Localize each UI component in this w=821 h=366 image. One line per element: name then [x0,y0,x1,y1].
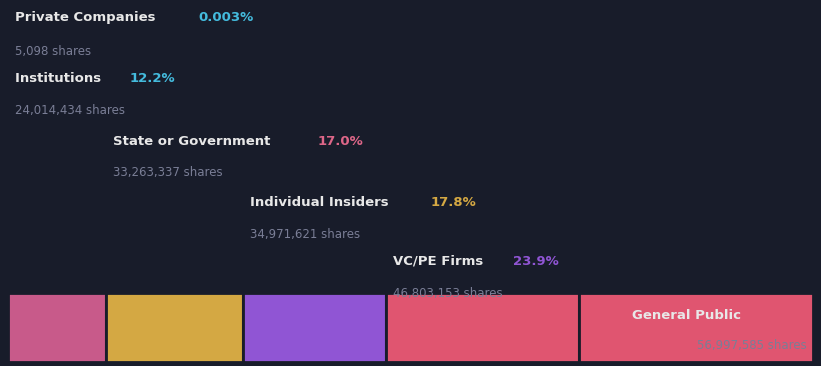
Text: General Public: General Public [632,309,745,322]
FancyBboxPatch shape [107,294,243,362]
FancyBboxPatch shape [387,294,579,362]
FancyBboxPatch shape [243,294,387,362]
Text: 12.2%: 12.2% [130,72,175,85]
FancyBboxPatch shape [8,294,107,362]
Text: Private Companies: Private Companies [15,11,160,24]
Text: 34,971,621 shares: 34,971,621 shares [250,228,360,241]
Text: 24,014,434 shares: 24,014,434 shares [15,104,125,117]
Text: 29.1%: 29.1% [761,309,806,322]
FancyBboxPatch shape [579,294,813,362]
Text: Institutions: Institutions [15,72,105,85]
Text: 17.8%: 17.8% [431,195,476,209]
Text: 5,098 shares: 5,098 shares [15,45,91,58]
Text: Individual Insiders: Individual Insiders [250,195,393,209]
Text: VC/PE Firms: VC/PE Firms [392,255,488,268]
Text: 46,803,153 shares: 46,803,153 shares [392,287,502,300]
Text: 0.003%: 0.003% [198,11,254,24]
Text: State or Government: State or Government [112,135,275,147]
Text: 17.0%: 17.0% [318,135,364,147]
Text: 33,263,337 shares: 33,263,337 shares [112,166,222,179]
Text: 56,997,585 shares: 56,997,585 shares [696,339,806,352]
Text: 23.9%: 23.9% [513,255,558,268]
